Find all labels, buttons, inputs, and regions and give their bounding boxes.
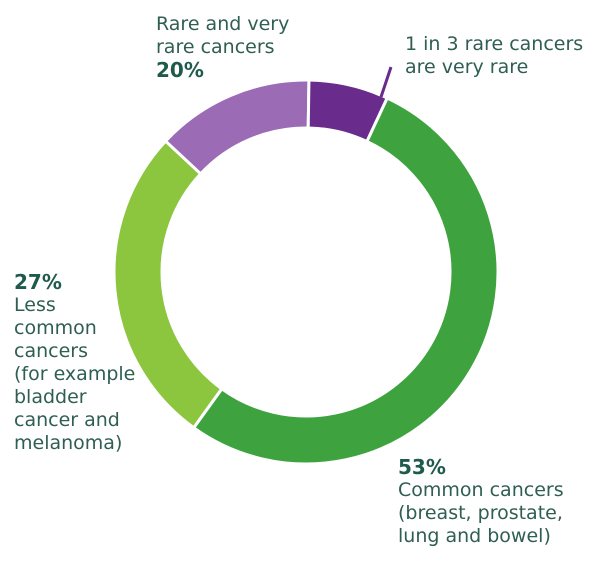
rare-label-line-1: Rare and very [156, 13, 290, 35]
common-percentage: 53% [398, 455, 446, 479]
common-label-line-2: (breast, prostate, [398, 502, 563, 524]
donut-slice-1 [191, 95, 500, 466]
donut-slice-3 [163, 78, 311, 176]
less-common-label-line-5: bladder [14, 386, 87, 408]
less-common-label-line-7: melanoma) [14, 432, 123, 454]
less-common-label-line-1: Less [14, 294, 56, 316]
common-cancers-label: 53% Common cancers (breast, prostate, lu… [398, 456, 564, 548]
very-rare-label-line-2: are very rare [405, 56, 529, 78]
less-common-cancers-label: 27% Less common cancers (for example bla… [14, 271, 135, 455]
very-rare-cancers-label: 1 in 3 rare cancers are very rare [405, 33, 583, 79]
common-label-line-1: Common cancers [398, 479, 564, 501]
very-rare-label-line-1: 1 in 3 rare cancers [405, 33, 584, 55]
less-common-percentage: 27% [14, 270, 62, 294]
less-common-label-line-4: (for example [14, 363, 136, 385]
rare-percentage: 20% [156, 58, 204, 82]
rare-label-line-2: rare cancers [156, 36, 275, 58]
less-common-label-line-2: common [14, 317, 97, 339]
rare-cancers-label: Rare and very rare cancers 20% [156, 13, 289, 82]
donut-slices [112, 78, 500, 466]
very-rare-callout-line [379, 66, 393, 98]
donut-slice-4 [306, 78, 390, 144]
less-common-label-line-3: cancers [14, 340, 88, 362]
less-common-label-line-6: cancer and [14, 409, 120, 431]
common-label-line-3: lung and bowel) [398, 525, 551, 547]
